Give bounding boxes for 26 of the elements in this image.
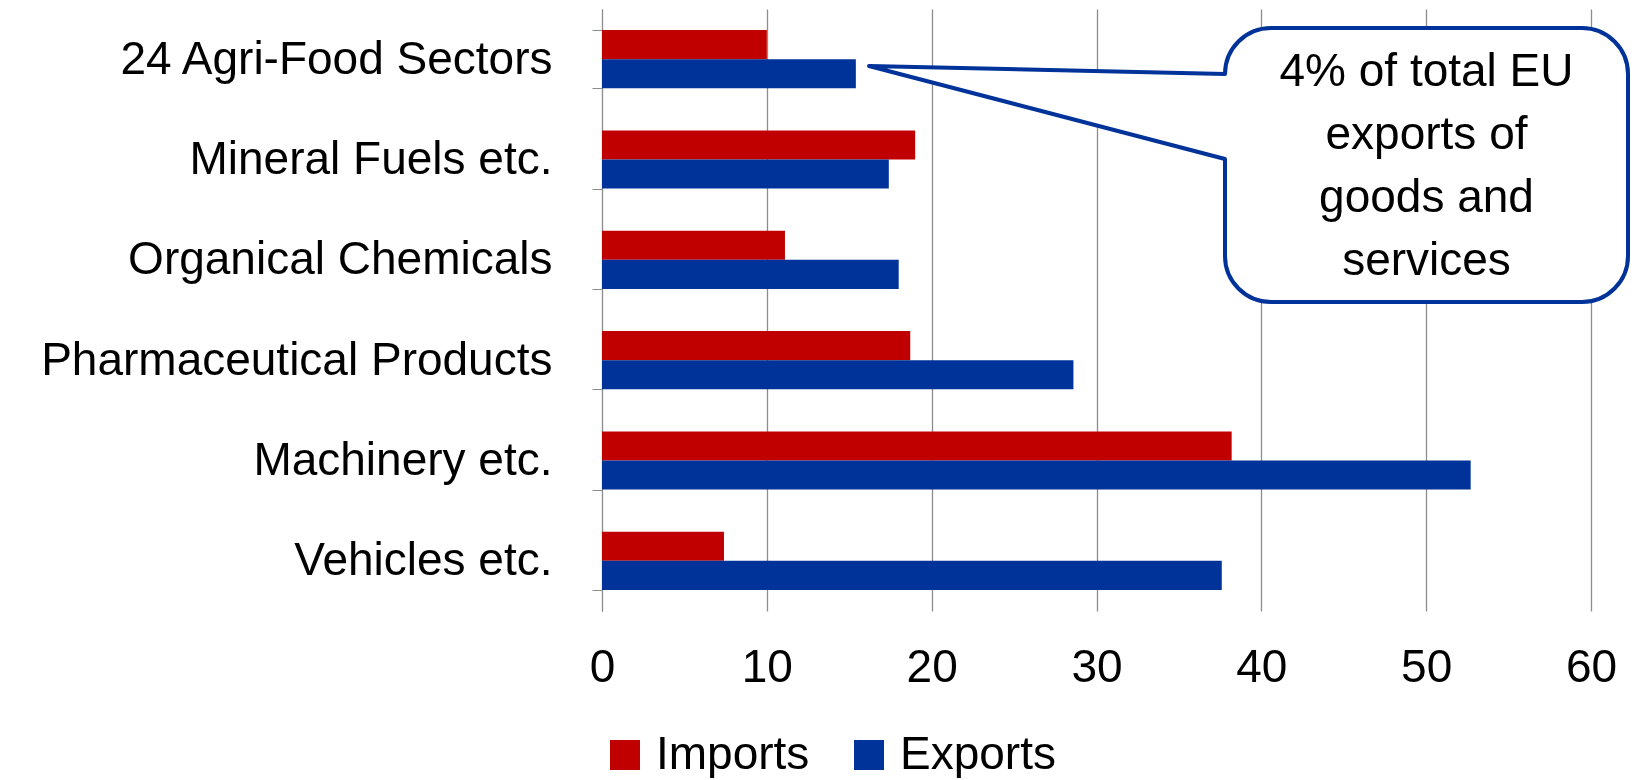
- bar: [602, 159, 889, 189]
- x-tick-label: 30: [1071, 639, 1123, 692]
- y-tick-label: Mineral Fuels etc.: [189, 132, 553, 184]
- x-tick-label: 20: [906, 639, 958, 692]
- bar: [602, 560, 1222, 590]
- x-tick-label: 40: [1236, 639, 1288, 692]
- x-tick-label: 10: [741, 639, 793, 692]
- y-tick-label: Vehicles etc.: [294, 533, 553, 586]
- y-tick-label: Machinery etc.: [253, 433, 553, 485]
- bar: [602, 531, 724, 561]
- bar: [602, 230, 785, 260]
- bar: [602, 30, 767, 60]
- bar: [602, 331, 911, 361]
- y-tick-label: Organical Chemicals: [128, 232, 553, 285]
- bar: [602, 360, 1074, 390]
- bar: [602, 431, 1232, 461]
- x-tick-label: 60: [1565, 639, 1618, 692]
- x-tick-label: 50: [1401, 639, 1453, 692]
- y-tick-label: Pharmaceutical Products: [41, 332, 553, 385]
- bar: [602, 259, 899, 289]
- bar: [602, 130, 916, 160]
- annotation: 4% of total EU exports of goods and services: [1278, 43, 1575, 287]
- y-tick-label: 24 Agri-Food Sectors: [120, 31, 553, 84]
- bar: [602, 460, 1471, 490]
- x-tick-label: 0: [589, 639, 616, 692]
- bar: [602, 59, 856, 89]
